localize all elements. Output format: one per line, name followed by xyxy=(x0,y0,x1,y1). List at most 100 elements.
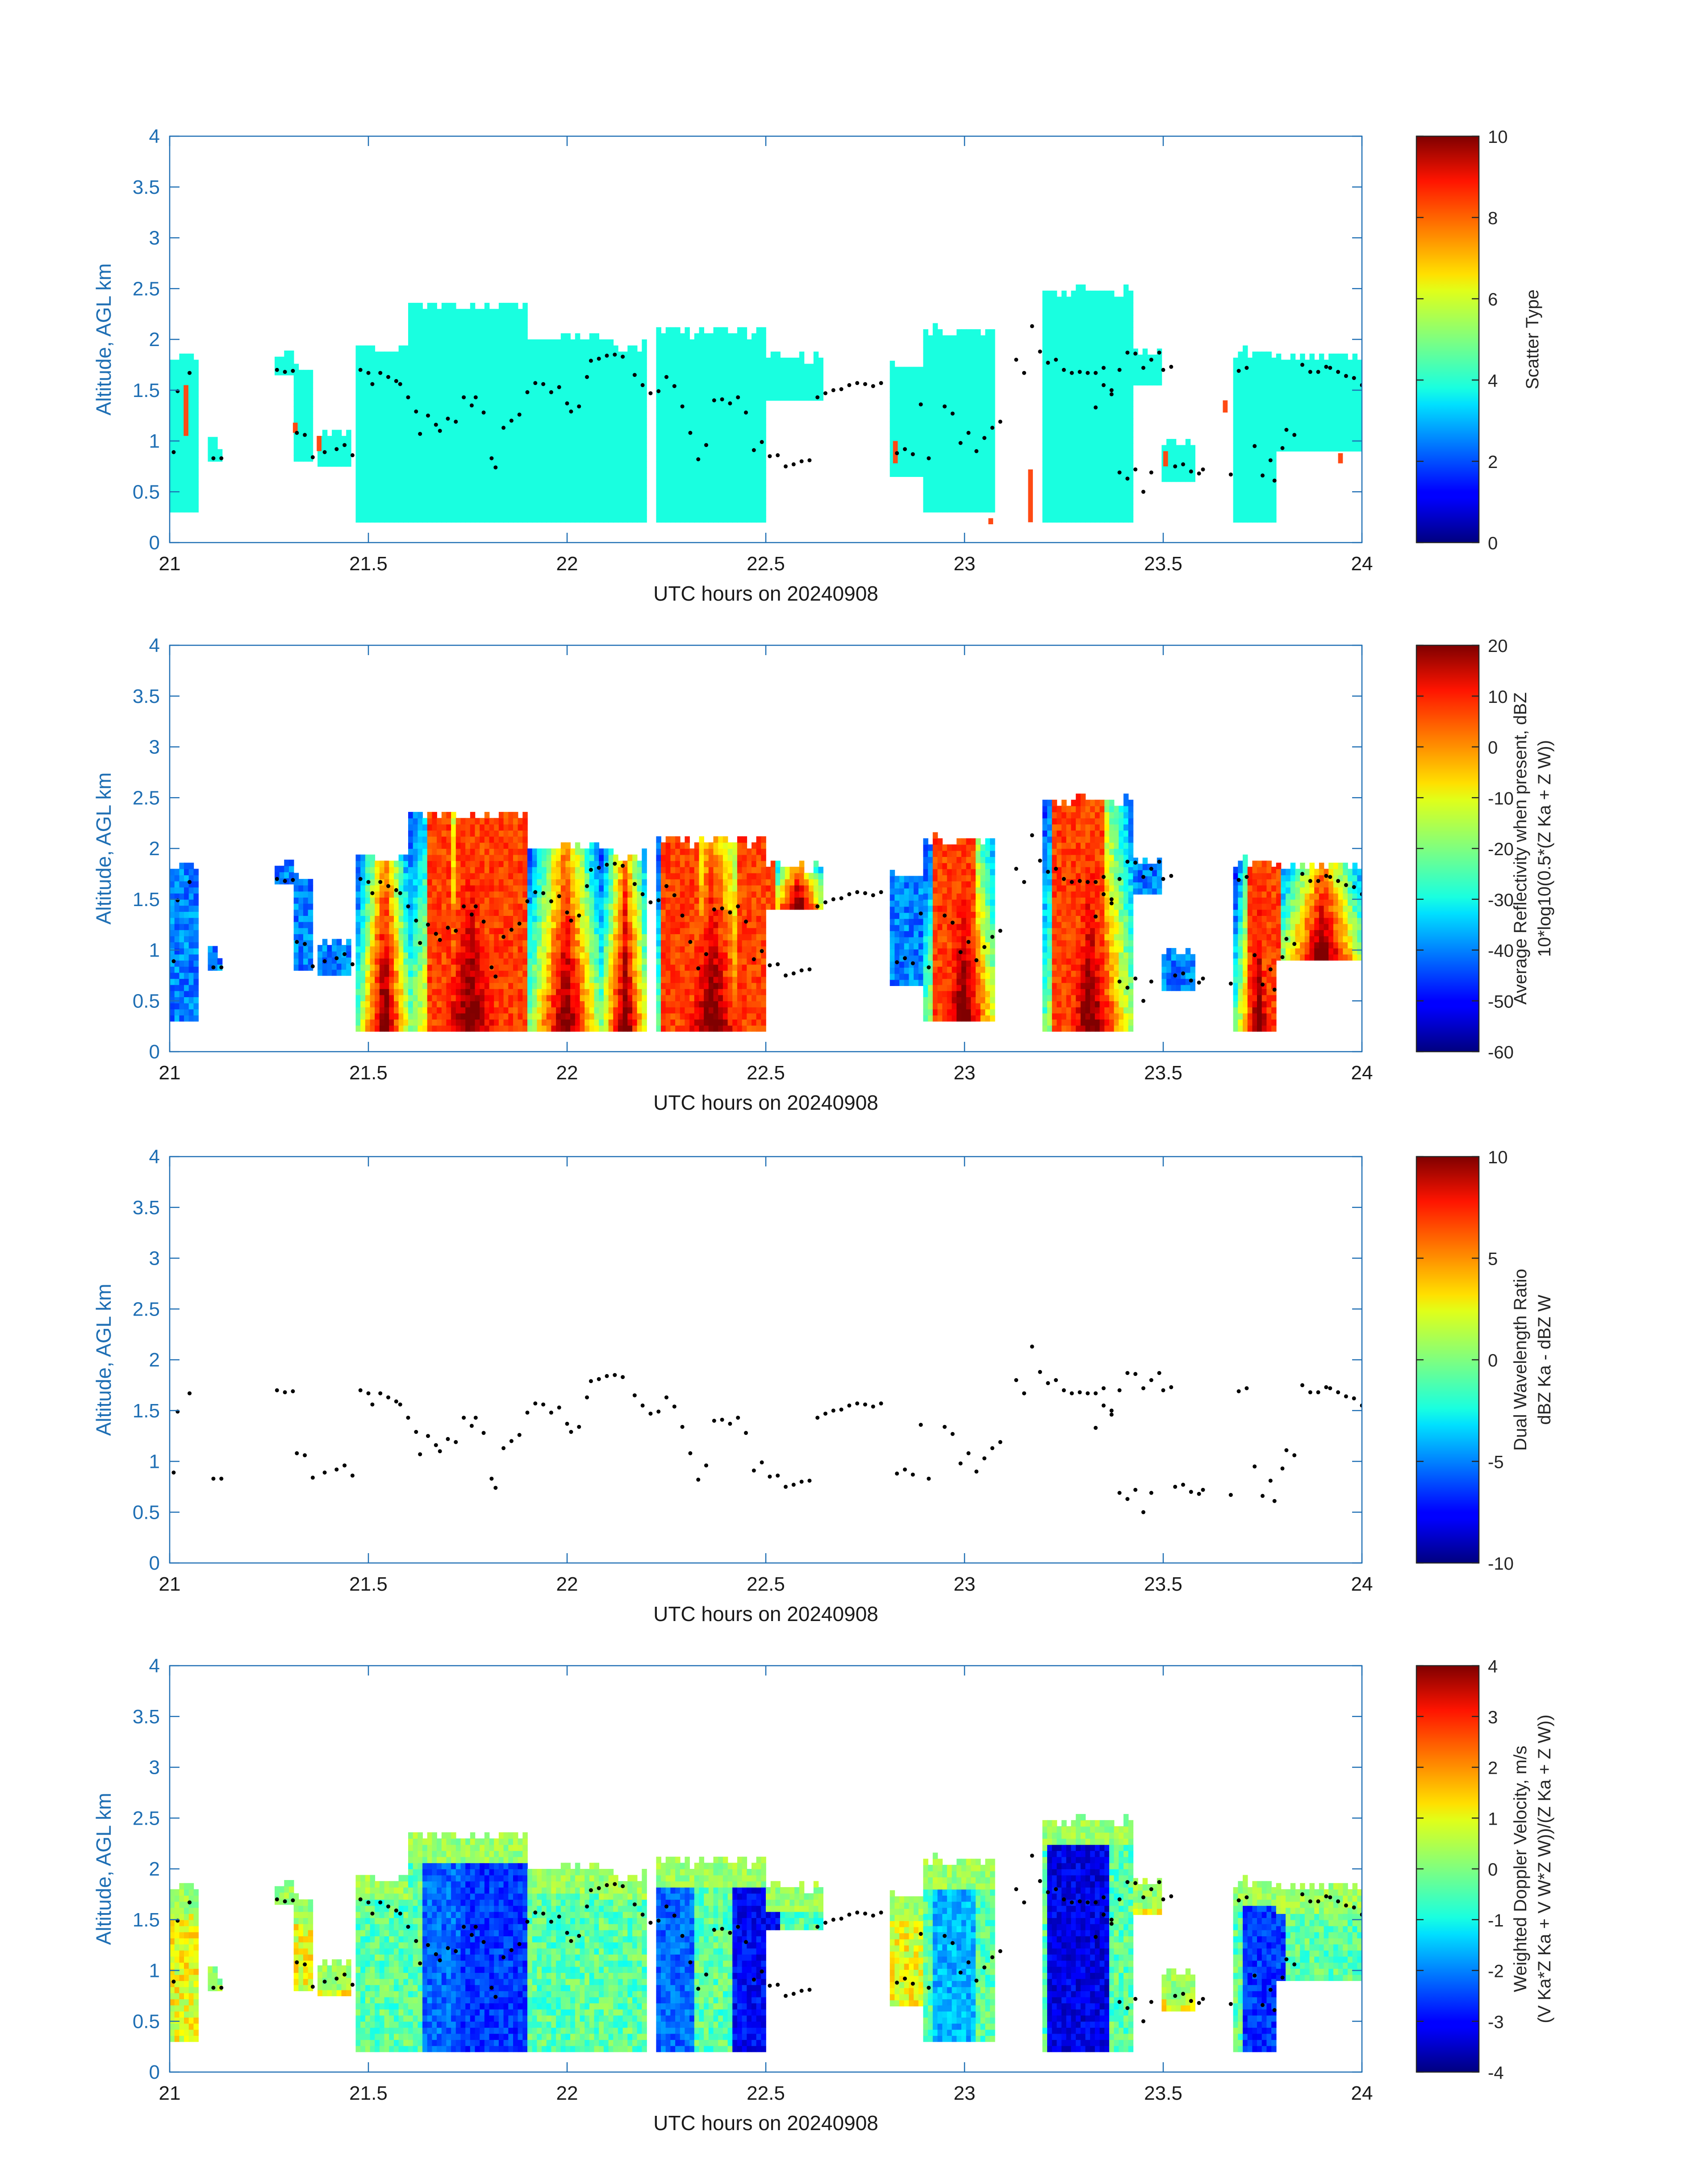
heatmap-cell xyxy=(809,370,814,376)
heatmap-cell xyxy=(637,516,643,523)
heatmap-cell xyxy=(1042,297,1048,303)
heatmap-cell xyxy=(370,473,376,480)
heatmap-cell xyxy=(627,485,633,493)
heatmap-cell xyxy=(518,333,523,340)
heatmap-cell xyxy=(594,382,599,389)
heatmap-cell xyxy=(1076,430,1081,438)
heatmap-cell xyxy=(308,437,313,443)
heatmap-cell xyxy=(971,500,976,506)
heatmap-cell xyxy=(722,388,728,395)
heatmap-cell xyxy=(1266,467,1272,474)
heatmap-cell xyxy=(389,364,394,371)
heatmap-cell xyxy=(188,493,194,501)
heatmap-cell xyxy=(966,433,972,439)
heatmap-cell xyxy=(293,412,299,419)
heatmap-cell xyxy=(704,333,709,340)
heatmap-cell xyxy=(928,433,933,439)
heatmap-cell xyxy=(1352,445,1358,452)
heatmap-cell xyxy=(1257,473,1262,480)
heatmap-cell xyxy=(665,504,671,510)
heatmap-cell xyxy=(184,457,189,464)
heatmap-cell xyxy=(1094,327,1100,334)
heatmap-cell xyxy=(1190,475,1195,482)
heatmap-cell xyxy=(1094,406,1100,413)
heatmap-cell xyxy=(1271,492,1277,498)
heatmap-cell xyxy=(942,421,948,427)
heatmap-cell xyxy=(937,359,943,366)
heatmap-cell xyxy=(1314,408,1320,415)
heatmap-cell xyxy=(642,437,647,443)
heatmap-cell xyxy=(1309,445,1315,452)
heatmap-cell xyxy=(441,412,447,419)
heatmap-cell xyxy=(637,467,643,474)
heatmap-cell xyxy=(1080,327,1086,334)
heatmap-cell xyxy=(656,473,661,480)
heatmap-cell xyxy=(1295,439,1300,446)
heatmap-cell xyxy=(174,378,180,384)
heatmap-cell xyxy=(1233,430,1239,438)
heatmap-cell xyxy=(418,467,423,474)
heatmap-cell xyxy=(1071,449,1076,456)
heatmap-cell xyxy=(379,351,385,358)
heatmap-cell xyxy=(952,408,957,415)
heatmap-cell xyxy=(360,425,366,431)
heatmap-cell xyxy=(1171,469,1177,476)
heatmap-cell xyxy=(889,427,895,435)
heatmap-cell xyxy=(508,492,514,498)
heatmap-cell xyxy=(394,510,399,517)
heatmap-cell xyxy=(408,443,413,450)
heatmap-cell xyxy=(1333,384,1339,391)
heatmap-cell xyxy=(360,364,366,371)
heatmap-cell xyxy=(375,364,380,371)
heatmap-cell xyxy=(418,370,423,376)
heatmap-cell xyxy=(632,364,638,371)
heatmap-cell xyxy=(451,418,456,425)
heatmap-cell xyxy=(475,485,480,493)
heatmap-cell xyxy=(742,437,748,443)
heatmap-cell xyxy=(441,516,447,523)
heatmap-cell xyxy=(455,327,461,334)
heatmap-cell xyxy=(1066,303,1072,309)
heatmap-cell xyxy=(1080,290,1086,297)
heatmap-cell xyxy=(365,388,371,395)
heatmap-cell xyxy=(346,430,351,436)
heatmap-cell xyxy=(1290,414,1296,421)
heatmap-cell xyxy=(518,309,523,316)
heatmap-cell xyxy=(422,406,428,413)
heatmap-cell xyxy=(689,449,695,456)
heatmap-cell xyxy=(1233,418,1239,425)
heatmap-cell xyxy=(1314,396,1320,403)
heatmap-cell xyxy=(752,455,757,462)
heatmap-cell xyxy=(980,421,986,427)
heatmap-cell xyxy=(937,426,943,434)
heatmap-cell xyxy=(971,378,976,384)
heatmap-cell xyxy=(1304,426,1310,434)
heatmap-cell xyxy=(1266,516,1272,523)
heatmap-cell xyxy=(1314,439,1320,446)
heatmap-cell xyxy=(522,412,528,419)
heatmap-cell xyxy=(1181,469,1186,476)
heatmap-cell xyxy=(813,370,819,376)
heatmap-cell xyxy=(918,409,924,416)
heatmap-cell xyxy=(637,492,643,498)
heatmap-cell xyxy=(904,422,910,428)
heatmap-cell xyxy=(532,388,538,395)
heatmap-cell xyxy=(1119,480,1124,486)
heatmap-cell xyxy=(1061,425,1067,431)
heatmap-cell xyxy=(789,388,795,395)
heatmap-cell xyxy=(632,480,638,486)
heatmap-cell xyxy=(1261,400,1267,407)
heatmap-cell xyxy=(1309,408,1315,415)
heatmap-cell xyxy=(494,412,499,419)
heatmap-cell xyxy=(1338,378,1344,384)
heatmap-cell xyxy=(661,492,666,498)
heatmap-cell xyxy=(1266,357,1272,364)
heatmap-cell xyxy=(498,364,504,371)
heatmap-cell xyxy=(752,370,757,376)
heatmap-cell xyxy=(775,376,781,383)
heatmap-cell xyxy=(680,461,685,468)
heatmap-cell xyxy=(365,418,371,425)
heatmap-cell xyxy=(589,376,595,383)
heatmap-cell xyxy=(1152,373,1157,380)
heatmap-cell xyxy=(1266,406,1272,413)
